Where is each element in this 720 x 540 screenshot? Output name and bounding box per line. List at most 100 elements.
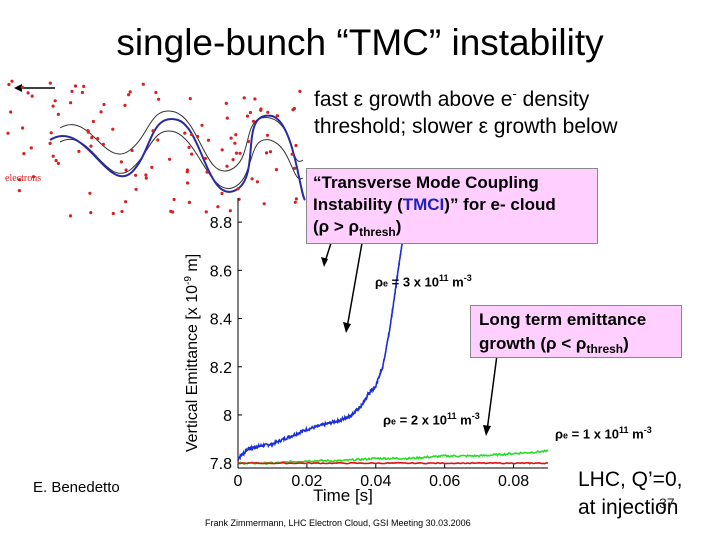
- electron-dot: [89, 144, 93, 148]
- x-tick-label: 0.06: [429, 473, 460, 490]
- electron-dot: [246, 139, 250, 143]
- electron-cloud-diagram: electrons: [5, 79, 310, 218]
- electron-dot: [90, 136, 94, 140]
- page-number: 37: [659, 495, 675, 511]
- electron-dot: [188, 97, 192, 101]
- electron-dot: [236, 187, 240, 191]
- x-tick-label: 0: [234, 473, 243, 490]
- electron-dot: [7, 82, 11, 87]
- electron-dot: [274, 168, 279, 172]
- electron-dot: [26, 91, 30, 95]
- electron-dot: [22, 152, 26, 156]
- electron-dot: [56, 112, 61, 116]
- electron-dot: [292, 166, 297, 170]
- author: E. Benedetto: [33, 479, 120, 496]
- electron-dot: [156, 138, 160, 142]
- electron-dot: [275, 114, 279, 118]
- electron-dot: [220, 148, 224, 152]
- electron-dot: [124, 168, 128, 172]
- electron-dot: [102, 102, 106, 107]
- electron-dot: [144, 173, 148, 177]
- x-tick-label: 0.04: [360, 473, 391, 490]
- rho-red-label: ρe = 1 x 1011 m-3: [555, 425, 652, 442]
- electron-dot: [150, 165, 154, 169]
- long-term-arrow-head-icon: [483, 425, 491, 436]
- electron-dot: [73, 84, 78, 88]
- electron-dot: [234, 133, 238, 137]
- electron-dot: [262, 202, 266, 206]
- electron-dot: [21, 126, 25, 130]
- electron-dot: [91, 119, 95, 124]
- electron-dot: [141, 82, 145, 86]
- electron-dot: [18, 178, 22, 182]
- electron-dot: [265, 133, 270, 137]
- electron-dot: [69, 101, 73, 105]
- electron-dot: [294, 143, 298, 148]
- electron-dot: [185, 170, 189, 174]
- electron-dot: [293, 200, 297, 204]
- electron-dot: [88, 191, 92, 195]
- y-tick-label: 8.4: [210, 312, 232, 329]
- electron-dot: [101, 142, 105, 146]
- x-tick-label: 0.08: [498, 473, 529, 490]
- plot-area: 0 0.02 0.04 0.06 0.08 7.8 8 8.2 8.4 8.6 8.8 Time [s…: [183, 198, 549, 505]
- rho-green-label: ρe = 2 x 1011 m-3: [383, 411, 480, 428]
- electron-dot: [172, 197, 176, 202]
- electron-dot: [234, 151, 239, 155]
- electron-dot: [196, 134, 200, 139]
- electron-dot: [294, 197, 298, 201]
- electron-dot: [89, 211, 93, 215]
- electron-dot: [134, 187, 138, 191]
- y-axis-label: Vertical Emittance [x 10-9 m]: [183, 254, 201, 452]
- electron-dot: [49, 131, 53, 135]
- long-term-arrow: [486, 354, 498, 432]
- y-tick-label: 8.8: [210, 215, 232, 232]
- electron-dot: [80, 90, 84, 95]
- electron-dots: [6, 79, 310, 218]
- electron-dot: [253, 97, 257, 101]
- electron-dot: [169, 209, 173, 213]
- electron-dot: [30, 94, 34, 98]
- electron-dot: [248, 110, 252, 115]
- electron-dot: [77, 149, 81, 153]
- electron-dot: [29, 146, 33, 150]
- electron-dot: [255, 180, 259, 184]
- y-tick-label: 8.6: [210, 263, 232, 280]
- electron-dot: [242, 96, 246, 100]
- electron-dot: [127, 93, 131, 97]
- series-line-1: [237, 202, 411, 461]
- electron-dot: [259, 108, 263, 112]
- electron-dot: [51, 104, 55, 108]
- electron-dot: [228, 209, 232, 213]
- electron-dot: [200, 123, 204, 127]
- electron-dot: [86, 130, 90, 134]
- electron-dot: [10, 79, 14, 83]
- electron-dot: [203, 156, 207, 161]
- electron-dot: [225, 116, 229, 120]
- bunch-trajectory: [49, 114, 306, 201]
- electron-dot: [54, 158, 58, 163]
- electron-dot: [111, 127, 115, 131]
- conditions-note: LHC, Q’=0, at injection: [578, 468, 683, 519]
- electron-dot: [187, 200, 191, 204]
- electron-dot: [134, 173, 138, 177]
- bunch-outline-bottom: [59, 130, 304, 189]
- electron-dot: [266, 110, 270, 114]
- electron-dot: [233, 141, 237, 145]
- electron-dot: [151, 129, 155, 133]
- bunch-outline-top: [59, 110, 304, 172]
- x-tick-label: 0.02: [291, 473, 322, 490]
- tmci-arrow-2-head-icon: [321, 257, 328, 267]
- electron-dot: [224, 101, 228, 105]
- rho-blue-label: ρe = 3 x 1011 m-3: [375, 273, 472, 290]
- electron-dot: [187, 145, 191, 149]
- electron-dot: [183, 131, 187, 135]
- electron-dot: [291, 108, 295, 112]
- electron-dot: [216, 205, 220, 209]
- electron-dot: [119, 160, 123, 164]
- electron-dot: [48, 81, 52, 85]
- electron-dot: [298, 89, 302, 93]
- electron-dot: [111, 211, 115, 216]
- electron-dot: [186, 181, 190, 185]
